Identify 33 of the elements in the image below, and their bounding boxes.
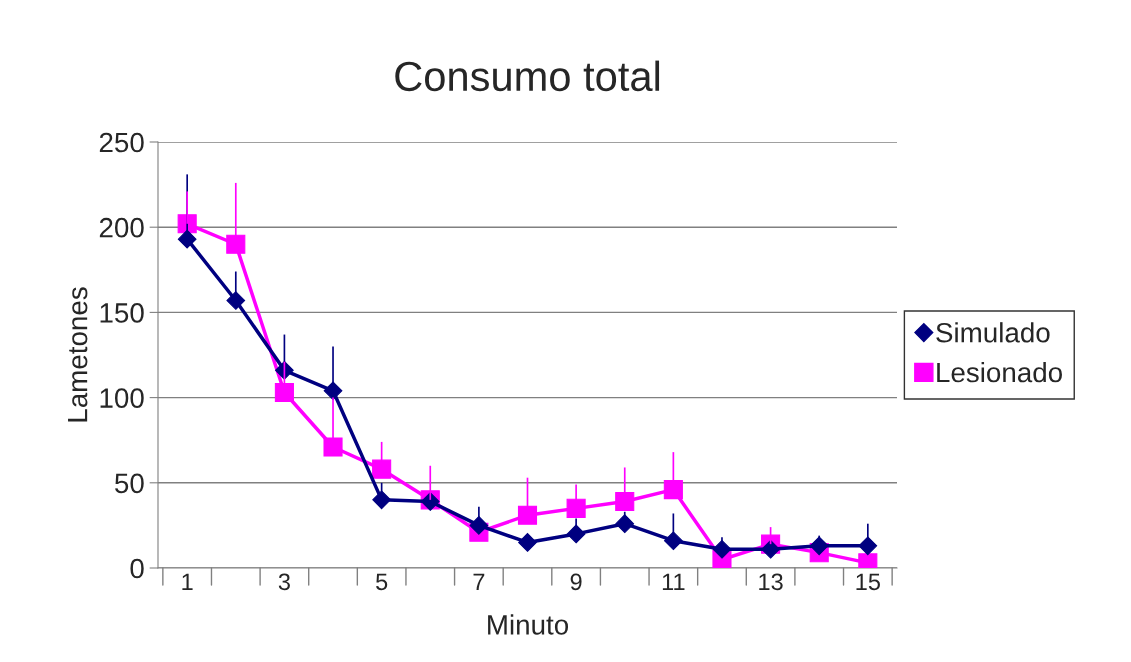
x-tick-label: 7 bbox=[473, 573, 485, 590]
point bbox=[663, 480, 683, 500]
point bbox=[469, 516, 489, 535]
chart-title: Consumo total bbox=[395, 60, 660, 92]
point bbox=[323, 437, 343, 457]
point bbox=[226, 291, 246, 310]
x-axis-title: Minuto bbox=[488, 614, 569, 635]
x-tick-label: 9 bbox=[570, 573, 582, 591]
y-tick-label: 0 bbox=[130, 558, 144, 579]
point bbox=[615, 492, 635, 512]
legend-label: Simulado bbox=[936, 322, 1050, 343]
y-tick-label: 150 bbox=[100, 303, 144, 323]
x-tick-label: 1 bbox=[182, 573, 193, 590]
point bbox=[372, 459, 392, 479]
point bbox=[566, 498, 586, 518]
y-tick-label: 250 bbox=[99, 132, 144, 153]
x-tick-label: 3 bbox=[278, 573, 290, 591]
x-tick-label: 13 bbox=[759, 573, 783, 591]
y-tick-label: 100 bbox=[100, 388, 144, 408]
point bbox=[664, 531, 683, 551]
y-tick-label: 50 bbox=[115, 473, 144, 494]
point bbox=[274, 382, 294, 403]
point bbox=[226, 234, 246, 254]
point bbox=[517, 505, 538, 525]
x-tick-label: 15 bbox=[856, 573, 880, 591]
point bbox=[518, 533, 537, 552]
x-tick-label: 11 bbox=[662, 573, 685, 590]
point bbox=[761, 539, 780, 559]
legend-label: Lesionado bbox=[937, 361, 1062, 383]
x-tick-label: 5 bbox=[376, 573, 388, 591]
point bbox=[372, 490, 391, 510]
y-axis-title: Lametones bbox=[68, 287, 88, 422]
y-tick-label: 200 bbox=[99, 217, 144, 238]
